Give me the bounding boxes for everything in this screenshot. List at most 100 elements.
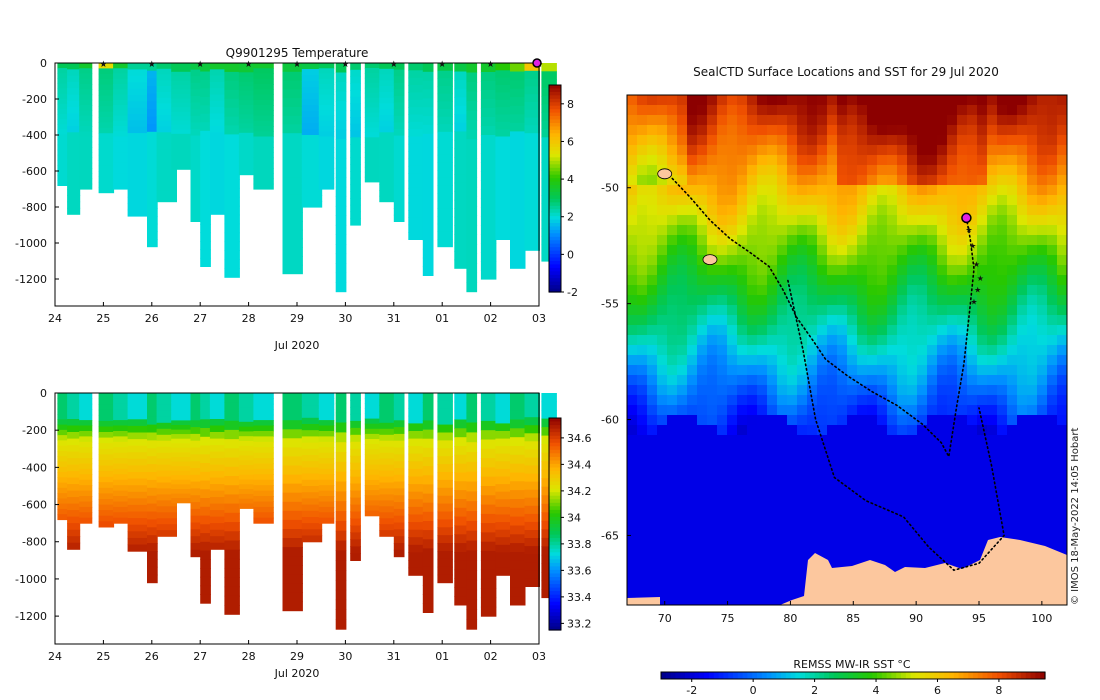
sst-cell — [687, 285, 698, 296]
profile-cell — [318, 501, 335, 508]
colorbar-swatch — [549, 594, 561, 599]
profile-cell — [224, 429, 240, 440]
sst-cell — [667, 105, 678, 116]
profile-cell — [147, 393, 158, 402]
sst-cell — [917, 185, 928, 196]
sst-cell — [877, 265, 888, 276]
sst-cell — [637, 495, 648, 506]
profile-cell — [282, 583, 303, 593]
profile-cell — [318, 68, 335, 75]
profile-cell — [437, 154, 453, 163]
profile-cell — [209, 438, 226, 446]
profile-cell — [224, 241, 240, 251]
profile-cell — [282, 429, 303, 439]
sst-cell — [717, 425, 728, 436]
profile-cell — [335, 550, 347, 561]
sst-cell — [767, 555, 778, 566]
sst-colorbar-swatch — [742, 672, 748, 679]
profile-cell — [495, 210, 511, 218]
map-x-tick-label: 100 — [1031, 612, 1052, 625]
sst-cell — [627, 345, 638, 356]
profile-cell — [127, 491, 148, 499]
sst-cell — [887, 155, 898, 166]
profile-cell — [127, 69, 148, 77]
profile-cell — [524, 234, 540, 243]
sst-cell — [1037, 315, 1048, 326]
sst-colorbar-swatch — [949, 672, 955, 679]
sst-cell — [797, 515, 808, 526]
profile-cell — [200, 207, 211, 217]
sst-cell — [967, 455, 978, 466]
profile-cell — [335, 215, 347, 226]
profile-cell — [67, 425, 81, 433]
sst-cell — [817, 135, 828, 146]
sst-cell — [797, 195, 808, 206]
profile-cell — [57, 63, 69, 69]
profile-cell — [253, 63, 274, 69]
sst-cell — [657, 445, 668, 456]
sst-cell — [987, 145, 998, 156]
sst-cell — [1017, 455, 1028, 466]
sst-cell — [647, 295, 658, 306]
sst-cell — [857, 195, 868, 206]
profile-cell — [67, 113, 81, 121]
sst-cell — [777, 435, 788, 446]
profile-cell — [510, 419, 526, 429]
profile-cell — [209, 195, 226, 203]
profile-cell — [422, 493, 434, 504]
sst-cell — [727, 365, 738, 376]
profile-cell — [480, 216, 497, 226]
sst-cell — [797, 375, 808, 386]
sst-cell — [757, 205, 768, 216]
sst-cell — [887, 255, 898, 266]
profile-cell — [209, 445, 226, 453]
sst-cell — [877, 195, 888, 206]
sst-cell — [947, 235, 958, 246]
colorbar-swatch — [549, 548, 561, 553]
profile-cell — [253, 420, 274, 427]
profile-cell — [437, 208, 453, 217]
sst-colorbar-swatch — [795, 672, 801, 679]
profile-cell — [113, 162, 129, 169]
profile-cell — [437, 535, 453, 544]
profile-cell — [79, 425, 93, 432]
sst-cell — [937, 495, 948, 506]
profile-cell — [318, 131, 335, 138]
sst-cell — [947, 95, 958, 106]
profile-cell — [466, 263, 478, 274]
sst-cell — [977, 445, 988, 456]
sst-cell — [827, 165, 838, 176]
sst-cell — [997, 115, 1008, 126]
sst-cell — [837, 215, 848, 226]
profile-cell — [238, 104, 255, 111]
sst-cell — [1027, 155, 1038, 166]
sst-cell — [807, 175, 818, 186]
sst-cell — [1017, 105, 1028, 116]
profile-cell — [437, 239, 453, 248]
profile-cell — [57, 472, 69, 478]
profile-cell — [335, 158, 347, 169]
sst-cell — [937, 155, 948, 166]
profile-cell — [510, 437, 526, 447]
profile-cell — [200, 198, 211, 208]
sst-cell — [857, 505, 868, 516]
sst-cell — [897, 545, 908, 556]
profile-cell — [98, 420, 115, 428]
sst-cell — [837, 505, 848, 516]
sst-cell — [1017, 225, 1028, 236]
sst-cell — [637, 525, 648, 536]
sst-cell — [797, 285, 808, 296]
sst-colorbar-swatch — [733, 672, 739, 679]
profile-cell — [238, 393, 255, 399]
sst-cell — [827, 315, 838, 326]
colorbar-swatch — [549, 154, 561, 158]
sst-cell — [637, 285, 648, 296]
profile-cell — [190, 69, 206, 77]
profile-cell — [98, 149, 115, 156]
sst-cell — [967, 325, 978, 336]
profile-cell — [224, 80, 240, 91]
profile-cell — [127, 498, 148, 506]
profile-cell — [253, 89, 274, 96]
profile-cell — [127, 472, 148, 480]
profile-cell — [113, 496, 129, 502]
